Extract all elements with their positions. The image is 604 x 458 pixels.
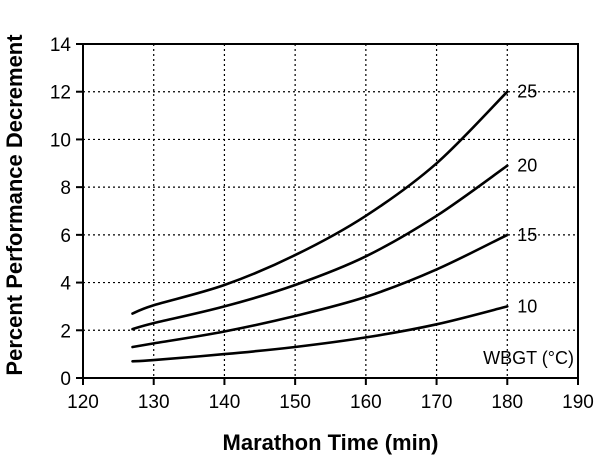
x-tick-label: 170 (421, 392, 453, 413)
series-line-25 (131, 90, 509, 315)
x-tick-label: 120 (67, 392, 99, 413)
y-tick-label: 6 (60, 226, 71, 247)
series-label-15: 15 (517, 225, 537, 245)
y-tick-label: 10 (50, 130, 71, 151)
legend-title: WBGT (°C) (483, 348, 574, 368)
x-tick-label: 190 (562, 392, 594, 413)
series-line-15 (131, 233, 509, 349)
y-tick-label: 14 (50, 35, 72, 56)
y-tick-label: 2 (60, 321, 71, 342)
grid (83, 44, 578, 378)
axis-ticks (76, 43, 579, 385)
x-tick-labels: 120 130 140 150 160 170 180 190 (67, 392, 594, 413)
series-label-10: 10 (517, 296, 537, 316)
series-line-20 (131, 164, 509, 331)
y-axis-title: Percent Performance Decrement (2, 34, 27, 376)
y-tick-labels: 0 2 4 6 8 10 12 14 (50, 35, 72, 390)
y-tick-label: 8 (60, 178, 71, 199)
y-tick-label: 0 (60, 369, 71, 390)
x-tick-label: 180 (491, 392, 523, 413)
plot-frame (82, 43, 579, 379)
y-tick-label: 4 (60, 274, 71, 295)
series-label-20: 20 (517, 156, 537, 176)
series-line-10 (131, 305, 509, 363)
series-label-25: 25 (517, 82, 537, 102)
x-tick-label: 160 (350, 392, 382, 413)
series-lines (131, 90, 509, 363)
x-tick-label: 130 (138, 392, 170, 413)
x-tick-label: 140 (209, 392, 241, 413)
x-axis-title: Marathon Time (min) (223, 430, 439, 455)
y-tick-label: 12 (50, 83, 71, 104)
x-tick-label: 150 (279, 392, 311, 413)
series-labels: 10 15 20 25 (517, 82, 537, 317)
